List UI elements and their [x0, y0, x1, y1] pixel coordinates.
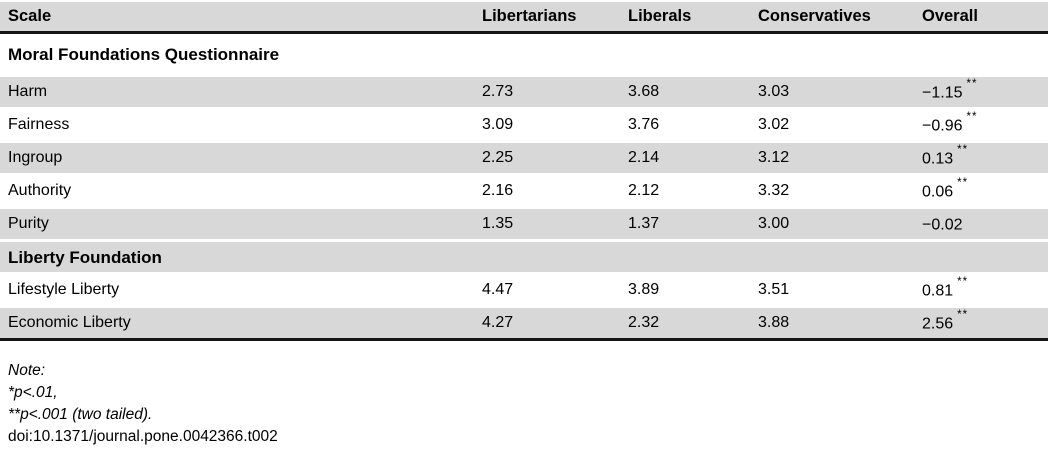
cell-conservatives: 3.03	[758, 77, 922, 110]
cell-overall: 0.06**	[922, 176, 1048, 209]
section-row-moral-foundations: Moral Foundations Questionnaire	[0, 34, 1048, 77]
overall-value: −0.02	[922, 216, 963, 234]
cell-conservatives: 3.02	[758, 110, 922, 143]
doi-text: doi:10.1371/journal.pone.0042366.t002	[8, 428, 278, 445]
cell-conservatives: 3.32	[758, 176, 922, 209]
cell-liberals: 2.14	[628, 143, 758, 176]
cell-libertarians: 3.09	[482, 110, 628, 143]
overall-value: −1.15	[922, 84, 963, 102]
cell-liberals: 2.12	[628, 176, 758, 209]
cell-libertarians: 4.47	[482, 275, 628, 308]
significance-stars: **	[957, 308, 969, 321]
cell-overall: −0.96**	[922, 110, 1048, 143]
column-header-scale: Scale	[0, 0, 482, 34]
cell-libertarians: 1.35	[482, 209, 628, 242]
cell-liberals: 3.68	[628, 77, 758, 110]
cell-libertarians: 2.16	[482, 176, 628, 209]
column-header-liberals: Liberals	[628, 0, 758, 34]
cell-overall: 2.56**	[922, 308, 1048, 341]
significance-stars: **	[957, 275, 969, 288]
table-row-ingroup: Ingroup 2.25 2.14 3.12 0.13**	[0, 143, 1048, 176]
significance-note-2: **p<.001 (two tailed).	[8, 406, 153, 423]
overall-value: 2.56	[922, 315, 954, 333]
section-row-liberty-foundation: Liberty Foundation	[0, 242, 1048, 275]
table-header-row: Scale Libertarians Liberals Conservative…	[0, 0, 1048, 34]
cell-liberals: 3.76	[628, 110, 758, 143]
overall-value: 0.13	[922, 150, 954, 168]
cell-conservatives: 3.00	[758, 209, 922, 242]
table-row-purity: Purity 1.35 1.37 3.00 −0.02	[0, 209, 1048, 242]
cell-libertarians: 2.73	[482, 77, 628, 110]
table-row-lifestyle-liberty: Lifestyle Liberty 4.47 3.89 3.51 0.81**	[0, 275, 1048, 308]
table-row-economic-liberty: Economic Liberty 4.27 2.32 3.88 2.56**	[0, 308, 1048, 341]
row-label: Lifestyle Liberty	[0, 275, 482, 308]
table-footnotes: Note: *p<.01, **p<.001 (two tailed). doi…	[0, 360, 1048, 448]
cell-overall: −0.02	[922, 209, 1048, 242]
section-label: Liberty Foundation	[0, 242, 1048, 275]
cell-conservatives: 3.88	[758, 308, 922, 341]
results-table: Scale Libertarians Liberals Conservative…	[0, 0, 1048, 341]
cell-libertarians: 4.27	[482, 308, 628, 341]
row-label: Authority	[0, 176, 482, 209]
cell-liberals: 3.89	[628, 275, 758, 308]
overall-value: 0.81	[922, 282, 954, 300]
table-row-harm: Harm 2.73 3.68 3.03 −1.15**	[0, 77, 1048, 110]
row-label: Economic Liberty	[0, 308, 482, 341]
significance-stars: **	[957, 176, 969, 189]
row-label: Purity	[0, 209, 482, 242]
section-label: Moral Foundations Questionnaire	[0, 34, 1048, 77]
significance-stars: **	[966, 110, 978, 123]
column-header-overall: Overall	[922, 0, 1048, 34]
cell-liberals: 2.32	[628, 308, 758, 341]
significance-stars: **	[957, 143, 969, 156]
cell-overall: 0.81**	[922, 275, 1048, 308]
column-header-conservatives: Conservatives	[758, 0, 922, 34]
cell-liberals: 1.37	[628, 209, 758, 242]
table-row-fairness: Fairness 3.09 3.76 3.02 −0.96**	[0, 110, 1048, 143]
table-row-authority: Authority 2.16 2.12 3.32 0.06**	[0, 176, 1048, 209]
cell-conservatives: 3.12	[758, 143, 922, 176]
overall-value: −0.96	[922, 117, 963, 135]
cell-overall: −1.15**	[922, 77, 1048, 110]
significance-stars: **	[966, 77, 978, 90]
cell-conservatives: 3.51	[758, 275, 922, 308]
note-label: Note:	[8, 362, 46, 379]
overall-value: 0.06	[922, 183, 954, 201]
significance-note-1: *p<.01,	[8, 384, 58, 401]
row-label: Harm	[0, 77, 482, 110]
cell-libertarians: 2.25	[482, 143, 628, 176]
column-header-libertarians: Libertarians	[482, 0, 628, 34]
cell-overall: 0.13**	[922, 143, 1048, 176]
row-label: Ingroup	[0, 143, 482, 176]
row-label: Fairness	[0, 110, 482, 143]
